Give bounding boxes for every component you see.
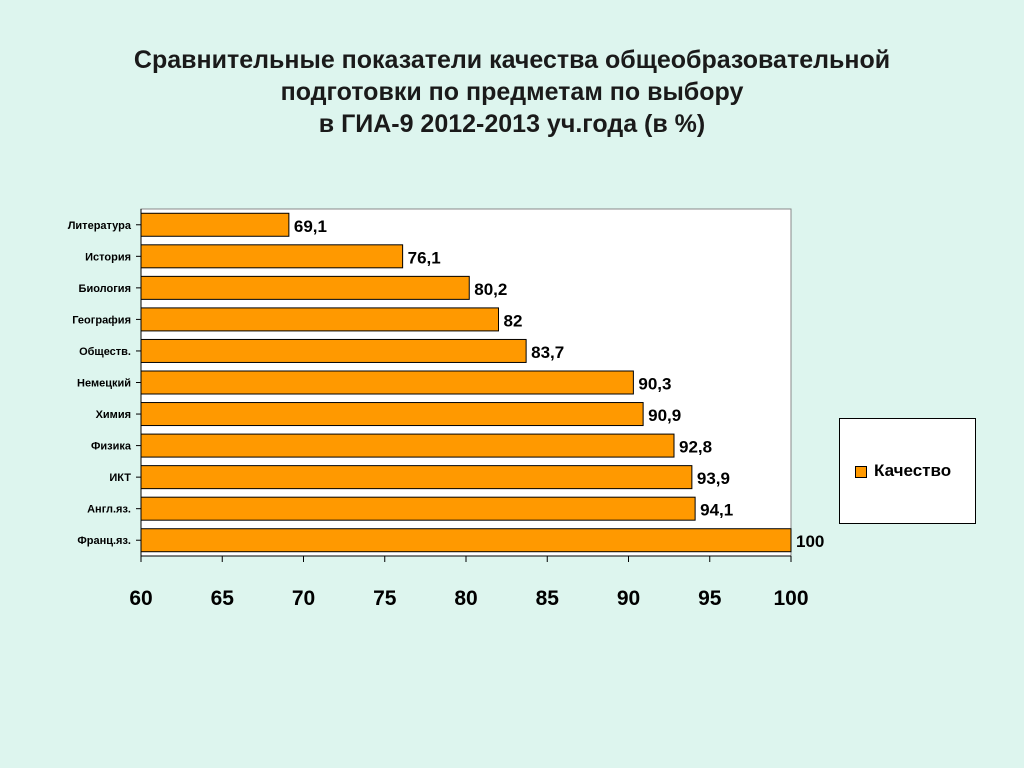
- category-label: История: [85, 251, 131, 263]
- chart-title-line-3: в ГИА-9 2012-2013 уч.года (в %): [318, 110, 706, 138]
- data-label: 80,2: [474, 280, 507, 299]
- chart-title: Сравнительные показатели качества общеоб…: [0, 44, 1024, 140]
- category-label: Биология: [79, 283, 131, 295]
- category-label: Химия: [96, 409, 131, 421]
- category-label: Литература: [68, 220, 132, 232]
- data-label: 69,1: [294, 217, 327, 236]
- bar: [140, 465, 693, 490]
- category-label: Немецкий: [77, 378, 131, 390]
- bar: [140, 307, 499, 332]
- x-tick-label: 85: [536, 587, 560, 610]
- data-label: 100: [796, 532, 824, 551]
- data-label: 83,7: [531, 343, 564, 362]
- bar: [140, 496, 696, 521]
- bar: [140, 433, 675, 458]
- bar: [140, 212, 290, 237]
- bar: [140, 338, 527, 363]
- x-tick-label: 95: [698, 587, 722, 610]
- x-tick-label: 90: [617, 587, 640, 610]
- x-tick-label: 80: [454, 587, 477, 610]
- chart-legend: Качество: [839, 418, 976, 524]
- x-tick-label: 70: [292, 587, 315, 610]
- bar: [140, 370, 634, 395]
- data-label: 94,1: [700, 501, 733, 520]
- x-tick-label: 100: [773, 587, 808, 610]
- x-tick-label: 75: [373, 587, 397, 610]
- category-label: Физика: [91, 441, 132, 453]
- data-label: 76,1: [408, 248, 441, 267]
- category-label: Англ.яз.: [87, 504, 131, 516]
- bar: [140, 528, 792, 553]
- bar: [140, 275, 470, 300]
- category-label: Франц.яз.: [77, 535, 131, 547]
- legend-swatch: [855, 466, 867, 478]
- x-tick-label: 65: [211, 587, 235, 610]
- legend-label: Качество: [874, 461, 952, 480]
- bar: [140, 402, 644, 427]
- chart-title-line-2: подготовки по предметам по выбору: [280, 78, 744, 106]
- category-label: Обществ.: [79, 346, 131, 358]
- category-label: ИКТ: [109, 472, 131, 484]
- data-label: 82: [504, 311, 523, 330]
- data-label: 93,9: [697, 469, 730, 488]
- chart-title-line-1: Сравнительные показатели качества общеоб…: [133, 46, 891, 74]
- category-label: География: [72, 314, 131, 326]
- data-label: 92,8: [679, 438, 712, 457]
- x-tick-label: 60: [129, 587, 152, 610]
- bar: [140, 244, 404, 269]
- data-label: 90,9: [648, 406, 681, 425]
- data-label: 90,3: [638, 375, 671, 394]
